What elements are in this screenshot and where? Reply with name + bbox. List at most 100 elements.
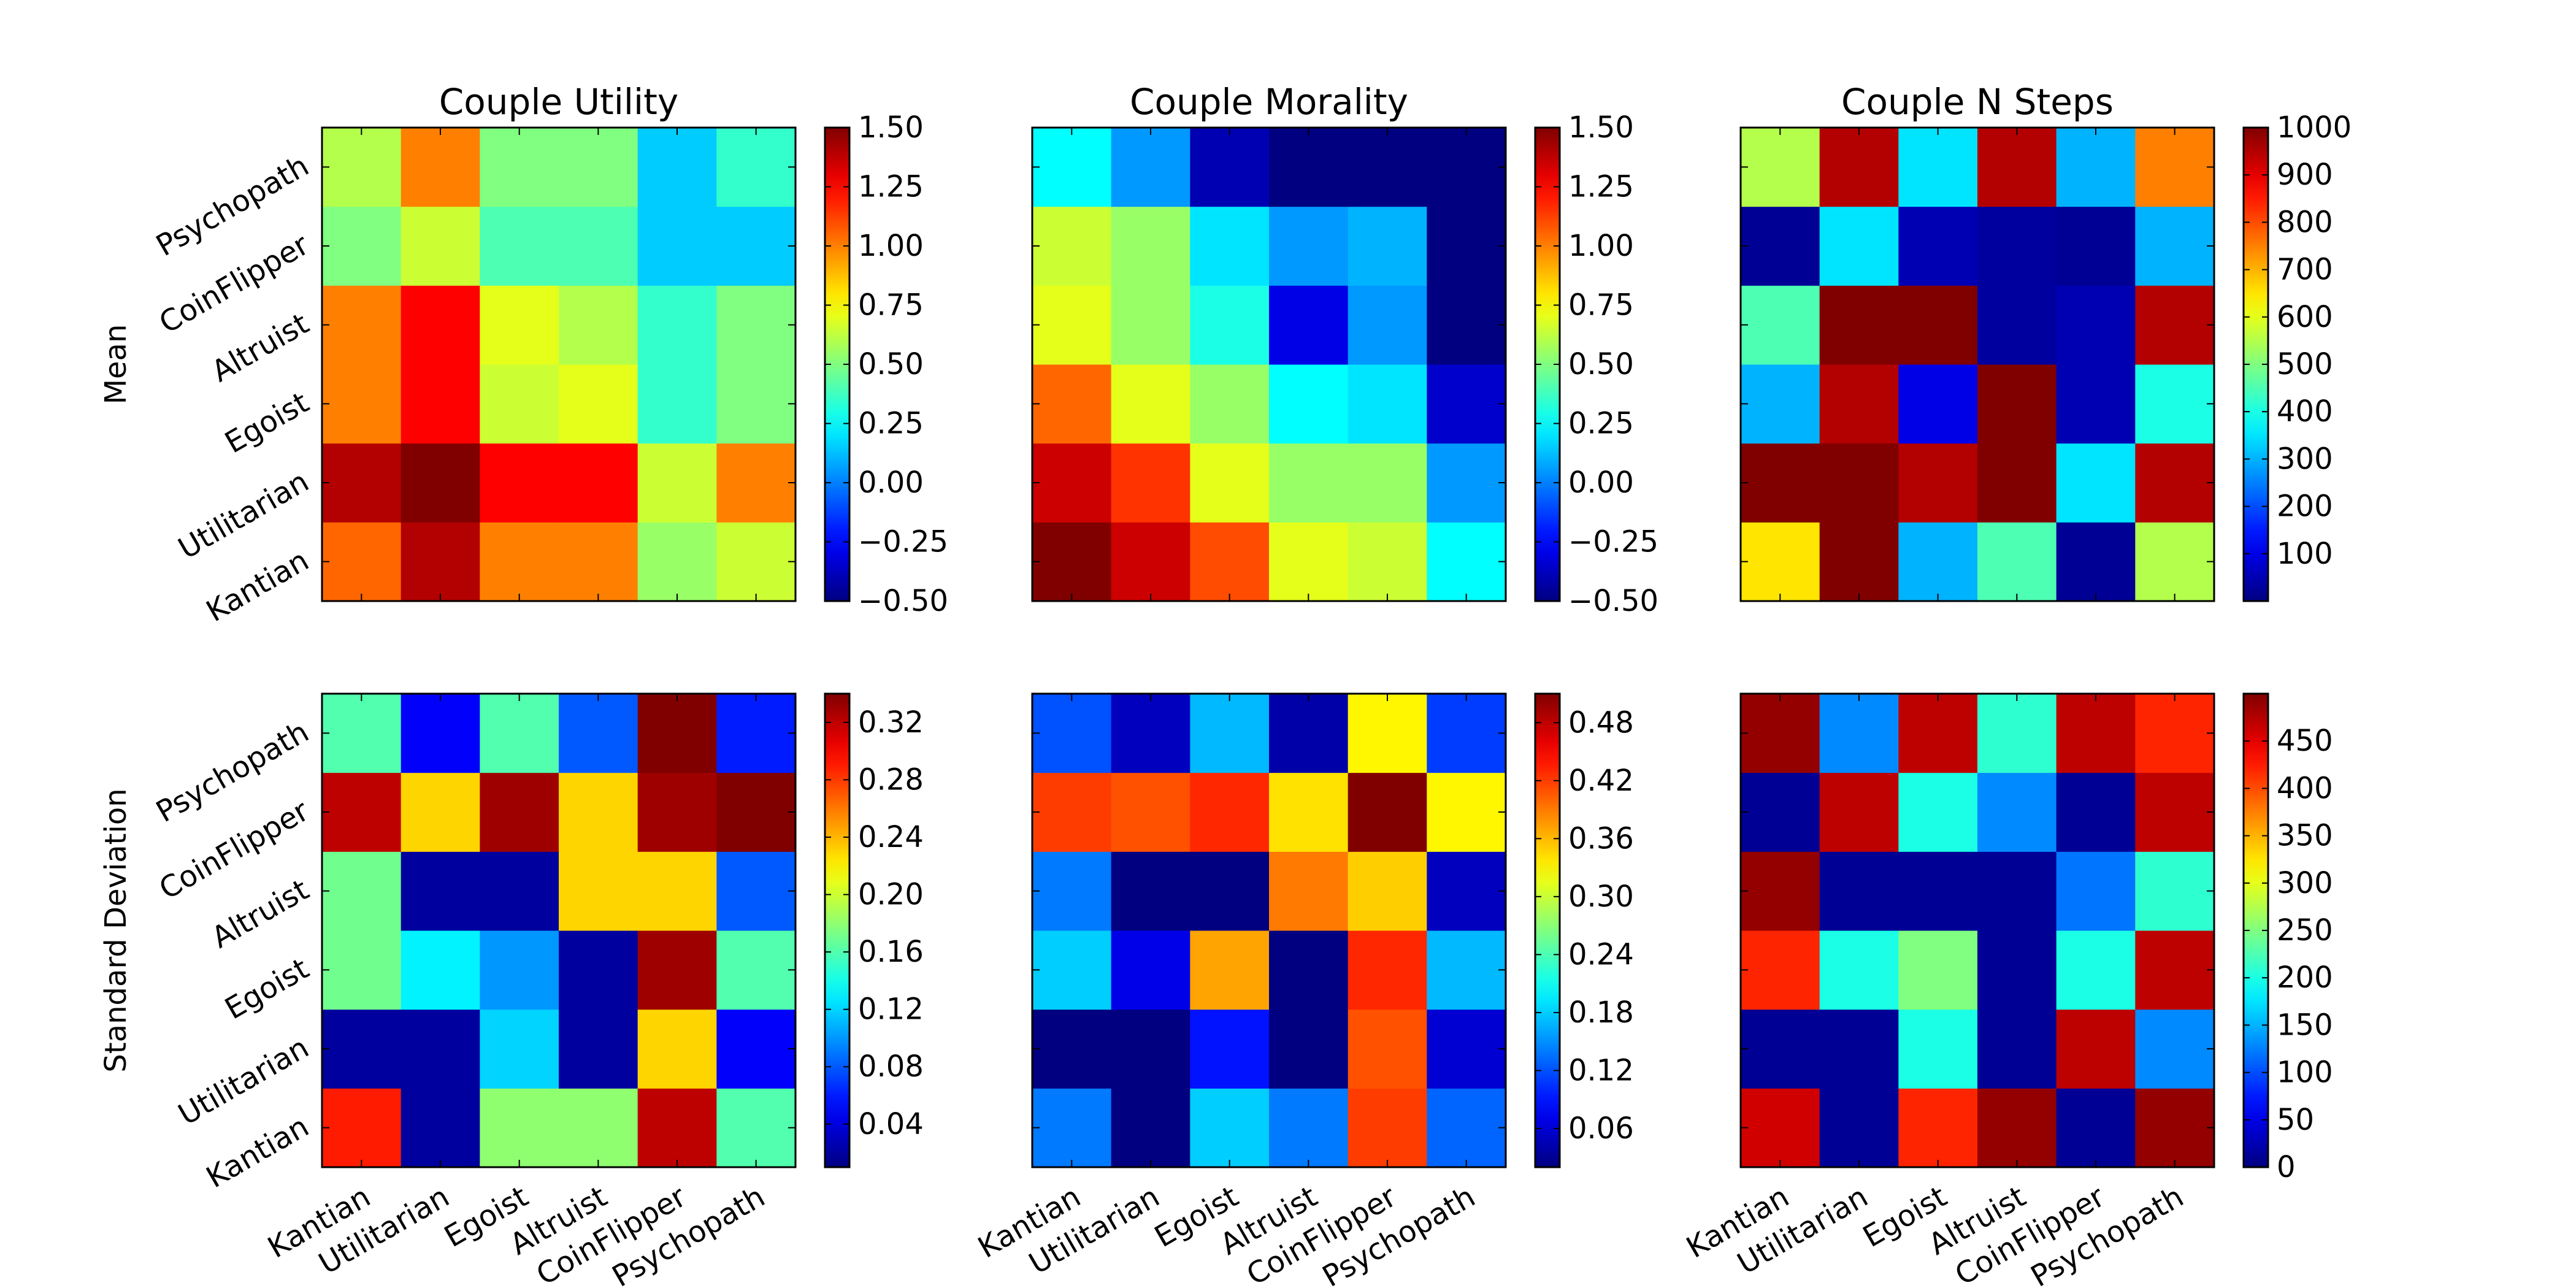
heatmap-cell bbox=[1111, 1009, 1190, 1089]
heatmap-cell bbox=[1347, 206, 1427, 286]
heatmap-cell bbox=[1819, 772, 1899, 852]
heatmap-cell bbox=[1819, 364, 1899, 444]
heatmap-cell bbox=[1898, 772, 1978, 852]
colorbar-tick-label: 0 bbox=[2277, 1150, 2296, 1184]
colorbar-tick-label: 0.18 bbox=[1568, 995, 1634, 1030]
heatmap-cell bbox=[716, 1088, 796, 1168]
heatmap-cell bbox=[401, 1009, 480, 1089]
heatmap-cell bbox=[1977, 1088, 2057, 1168]
colorbar-tick-label: 0.25 bbox=[1568, 407, 1634, 441]
heatmap-cell bbox=[1032, 1088, 1112, 1168]
colorbar-tick-label: 200 bbox=[2277, 489, 2333, 524]
heatmap-cell bbox=[1111, 1088, 1190, 1168]
heatmap-cell bbox=[1190, 206, 1270, 286]
heatmap-cell bbox=[1427, 1088, 1506, 1168]
row-label: Mean bbox=[99, 324, 133, 405]
heatmap-cell bbox=[1898, 285, 1978, 365]
heatmap-cell bbox=[2135, 772, 2215, 852]
heatmap-cell bbox=[637, 364, 717, 444]
heatmap-cell bbox=[1190, 285, 1270, 365]
heatmap-cell bbox=[1269, 522, 1349, 602]
colorbar-tick-label: 0.20 bbox=[858, 878, 924, 912]
heatmap-cell bbox=[322, 443, 402, 523]
heatmap-cell bbox=[480, 443, 559, 523]
colorbar-tick-label: 1.25 bbox=[1568, 170, 1634, 204]
heatmap-cell bbox=[559, 694, 638, 773]
heatmap-cell bbox=[1741, 930, 1820, 1010]
heatmap-cell bbox=[1269, 364, 1349, 444]
heatmap-cell bbox=[1032, 522, 1112, 602]
heatmap-cell bbox=[1741, 1088, 1820, 1168]
heatmap-panel: KantianUtilitarianEgoistAltruistCoinFlip… bbox=[150, 692, 797, 1288]
heatmap-cell bbox=[322, 285, 402, 365]
colorbar-tick-label: 900 bbox=[2277, 158, 2333, 192]
heatmap-cell bbox=[2135, 930, 2215, 1010]
heatmap-cell bbox=[1427, 1009, 1506, 1089]
figure-layer: Couple UtilityKantianUtilitarianEgoistAl… bbox=[99, 81, 2352, 1288]
heatmap-cell bbox=[1819, 285, 1899, 365]
colorbar-tick-label: 0.06 bbox=[1568, 1111, 1634, 1146]
heatmap-cell bbox=[322, 772, 402, 852]
heatmap-cell bbox=[1977, 285, 2057, 365]
colorbar-tick-label: 0.08 bbox=[858, 1049, 924, 1084]
heatmap-cell bbox=[401, 522, 480, 602]
heatmap-cell bbox=[716, 772, 796, 852]
heatmap-cell bbox=[1427, 206, 1506, 286]
colorbar-tick-label: 0.24 bbox=[1568, 937, 1634, 972]
heatmap-cell bbox=[559, 522, 638, 602]
heatmap-cell bbox=[1977, 364, 2057, 444]
colorbar-tick-label: 450 bbox=[2277, 724, 2333, 758]
colorbar-tick-label: 150 bbox=[2277, 1008, 2333, 1042]
panel-title: Couple N Steps bbox=[1841, 81, 2114, 123]
heatmap-cell bbox=[1269, 694, 1349, 773]
heatmap-cell bbox=[1111, 443, 1190, 523]
heatmap-cell bbox=[1190, 364, 1270, 444]
heatmap-cell bbox=[2056, 851, 2136, 931]
colorbar-tick-label: −0.50 bbox=[858, 584, 948, 618]
colorbar-gradient bbox=[1535, 694, 1560, 1167]
heatmap-cell bbox=[1898, 1009, 1978, 1089]
heatmap-cell bbox=[1427, 285, 1506, 365]
heatmap-cell bbox=[1977, 128, 2057, 207]
heatmap-cell bbox=[637, 930, 717, 1010]
colorbar-tick-label: 300 bbox=[2277, 442, 2333, 476]
heatmap-cell bbox=[1347, 930, 1427, 1010]
heatmap-cell bbox=[716, 694, 796, 773]
heatmap-cell bbox=[1190, 1088, 1270, 1168]
colorbar-tick-label: 300 bbox=[2277, 866, 2333, 900]
heatmap-cell bbox=[1269, 772, 1349, 852]
colorbar-tick-label: 400 bbox=[2277, 394, 2333, 429]
heatmap-cell bbox=[322, 694, 402, 773]
heatmap-cell bbox=[637, 1009, 717, 1089]
heatmap-frame bbox=[1031, 126, 1507, 602]
heatmap-cell bbox=[1032, 128, 1112, 207]
heatmap-cell bbox=[559, 364, 638, 444]
heatmap-cell bbox=[2056, 1009, 2136, 1089]
heatmap-cell bbox=[1190, 772, 1270, 852]
heatmap-cell bbox=[1977, 206, 2057, 286]
heatmap-cell bbox=[637, 285, 717, 365]
colorbar-tick-label: 0.12 bbox=[858, 992, 924, 1027]
heatmap-cell bbox=[637, 851, 717, 931]
colorbar-tick-label: 0.36 bbox=[1568, 821, 1634, 856]
colorbar-tick-label: 250 bbox=[2277, 913, 2333, 948]
heatmap-panel: KantianUtilitarianEgoistAltruistCoinFlip… bbox=[150, 126, 797, 629]
heatmap-cell bbox=[1111, 128, 1190, 207]
heatmap-cell bbox=[401, 285, 480, 365]
heatmap-cell bbox=[1819, 128, 1899, 207]
colorbar-tick-label: 0.00 bbox=[1568, 466, 1634, 500]
heatmap-cell bbox=[1427, 694, 1506, 773]
heatmap-cell bbox=[1741, 285, 1820, 365]
heatmap-cell bbox=[1898, 443, 1978, 523]
heatmap-cell bbox=[1269, 1009, 1349, 1089]
heatmap-frame bbox=[1031, 692, 1507, 1168]
heatmap-cell bbox=[1741, 851, 1820, 931]
colorbar-tick-label: 0.32 bbox=[858, 705, 924, 740]
heatmap-cell bbox=[1741, 522, 1820, 602]
heatmap-cell bbox=[559, 930, 638, 1010]
colorbar-tick-label: 1.50 bbox=[858, 110, 924, 145]
colorbar-tick-label: 0.75 bbox=[1568, 288, 1634, 323]
heatmap-cell bbox=[1269, 206, 1349, 286]
heatmap-cell bbox=[1741, 206, 1820, 286]
